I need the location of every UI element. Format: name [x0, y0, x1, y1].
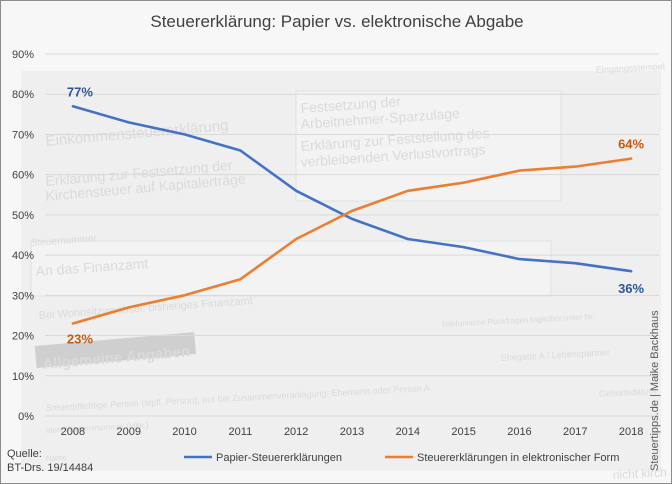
- y-tick-label: 80%: [12, 89, 34, 101]
- y-tick-label: 0%: [18, 411, 34, 423]
- x-tick-label: 2009: [116, 426, 140, 438]
- x-tick-label: 2011: [229, 426, 253, 438]
- legend: Papier-Steuererklärungen Steuererklärunge…: [184, 452, 619, 464]
- form-box: [30, 240, 552, 297]
- data-label-paper-first: 77%: [67, 84, 93, 99]
- form-box: [295, 90, 562, 202]
- source-reference: BT-Drs. 19/14484: [7, 462, 94, 474]
- source-label: Quelle:: [7, 448, 42, 460]
- x-axis: 2008 2009 2010 2011 2012 2013 2014 2015 2016 2017…: [61, 426, 644, 438]
- form-text: Eingangsstempel: [596, 61, 665, 75]
- series-line-paper: [71, 105, 633, 273]
- gridlines: [45, 53, 659, 417]
- y-tick-label: 50%: [12, 210, 34, 222]
- series: [71, 105, 633, 325]
- y-tick-label: 10%: [12, 371, 34, 383]
- legend-label-electronic: Steuererklärungen in elektronischer Form: [417, 452, 619, 464]
- data-label-electronic-last: 64%: [618, 137, 644, 152]
- y-tick-label: 70%: [12, 129, 34, 141]
- x-tick-label: 2008: [61, 426, 85, 438]
- form-section-bar: [34, 332, 197, 368]
- y-axis: 0% 10% 20% 30% 40% 50% 60% 70% 80% 90%: [12, 49, 34, 423]
- y-tick-label: 40%: [12, 250, 34, 262]
- source-note: Quelle: BT-Drs. 19/14484: [7, 447, 93, 475]
- form-text: An das Finanzamt: [35, 255, 149, 279]
- x-tick-label: 2017: [563, 426, 587, 438]
- x-tick-label: 2016: [507, 426, 531, 438]
- x-tick-label: 2014: [396, 426, 420, 438]
- data-label-paper-last: 36%: [618, 281, 644, 296]
- x-tick-label: 2018: [619, 426, 643, 438]
- data-labels: 77% 36% 23% 64%: [67, 84, 645, 346]
- form-text: Geburtsdatum: [599, 386, 656, 399]
- credit-text: Steuertipps.de | Maike Backhaus: [649, 310, 661, 471]
- form-text: Steuernummer: [30, 233, 97, 249]
- chart-title: Steuererklärung: Papier vs. elektronisch…: [150, 12, 524, 31]
- series-line-electronic: [71, 157, 633, 325]
- y-tick-label: 20%: [12, 331, 34, 343]
- legend-label-paper: Papier-Steuererklärungen: [216, 452, 342, 464]
- y-tick-label: 30%: [12, 290, 34, 302]
- form-text: nicht kirch: [612, 465, 667, 482]
- x-tick-label: 2013: [340, 426, 364, 438]
- y-tick-label: 60%: [12, 170, 34, 182]
- x-tick-label: 2012: [284, 426, 308, 438]
- y-tick-label: 90%: [12, 49, 34, 61]
- form-text: Name: [46, 453, 68, 463]
- data-label-electronic-first: 23%: [67, 331, 93, 346]
- x-tick-label: 2010: [172, 426, 196, 438]
- x-tick-label: 2015: [451, 426, 475, 438]
- form-text: Festsetzung der: [300, 93, 402, 116]
